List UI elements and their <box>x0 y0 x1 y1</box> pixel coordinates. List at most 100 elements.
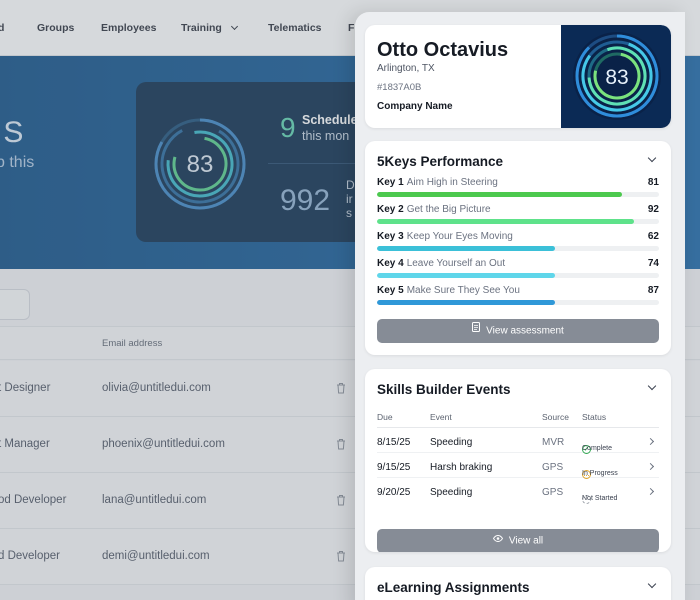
event-name: Harsh braking <box>430 462 493 473</box>
elearning-title: eLearning Assignments <box>377 580 530 595</box>
score-badge: 83 <box>561 25 671 128</box>
key-row: Key 3 Keep Your Eyes Moving 62 <box>377 231 659 253</box>
nav-item-groups[interactable]: Groups <box>37 22 75 34</box>
event-source: GPS <box>542 462 564 473</box>
document-icon <box>472 318 481 342</box>
event-row[interactable]: 9/20/25 Speeding GPS Not Started <box>377 481 659 504</box>
email-cell: olivia@untitledui.com <box>102 382 211 394</box>
due-header: Due <box>377 412 393 422</box>
role-cell: od Developer <box>0 494 67 506</box>
source-header: Source <box>542 412 569 422</box>
key-label: Key 5 <box>377 285 404 296</box>
chevron-right-icon[interactable] <box>646 487 655 496</box>
profile-score-value: 83 <box>605 66 628 89</box>
key-score: 92 <box>647 204 659 215</box>
view-all-button[interactable]: View all <box>377 529 659 552</box>
nav-item-training[interactable]: Training <box>181 22 238 34</box>
key-progress-track <box>377 300 659 305</box>
hero-subtitle: p this <box>0 154 35 171</box>
event-due: 9/20/25 <box>377 487 411 498</box>
trash-icon[interactable] <box>336 493 346 511</box>
key-row: Key 1 Aim High in Steering 81 <box>377 177 659 199</box>
view-assessment-label: View assessment <box>486 325 564 337</box>
key-description: Leave Yourself an Out <box>406 258 506 269</box>
skills-builder-events-card: Skills Builder Events Due Event Source S… <box>365 369 671 552</box>
key-label: Key 1 <box>377 177 404 188</box>
event-name: Speeding <box>430 487 473 498</box>
profile-card: Otto Octavius Arlington, TX #1837A0B Com… <box>365 25 671 128</box>
email-cell: demi@untitledui.com <box>102 550 210 562</box>
event-due: 8/15/25 <box>377 437 411 448</box>
trash-icon[interactable] <box>336 381 346 399</box>
nav-item-employees[interactable]: Employees <box>101 22 157 34</box>
second-stat-value: 992 <box>280 184 331 217</box>
second-stat-label-line2: ir <box>346 192 353 206</box>
key-progress-track <box>377 246 659 251</box>
driver-name: Otto Octavius <box>377 39 509 61</box>
key-row: Key 2 Get the Big Picture 92 <box>377 204 659 226</box>
key-progress-fill <box>377 246 555 251</box>
role-cell: t Manager <box>0 438 50 450</box>
nav-item-telematics[interactable]: Telematics <box>268 22 322 34</box>
event-due: 9/15/25 <box>377 462 411 473</box>
skills-title: Skills Builder Events <box>377 382 511 397</box>
email-cell: phoenix@untitledui.com <box>102 438 225 450</box>
nav-item-training-label: Training <box>181 22 222 34</box>
event-row[interactable]: 8/15/25 Speeding MVR ✓ Complete <box>377 431 659 454</box>
nav-item-partial-right[interactable]: F <box>348 22 355 34</box>
key-progress-track <box>377 273 659 278</box>
hero-score-value: 83 <box>187 151 214 178</box>
role-cell: t Designer <box>0 382 51 394</box>
key-progress-fill <box>377 273 555 278</box>
five-keys-performance-card: 5Keys Performance Key 1 Aim High in Steer… <box>365 141 671 355</box>
key-progress-fill <box>377 192 623 197</box>
trash-icon[interactable] <box>336 437 346 455</box>
key-label: Key 4 <box>377 258 404 269</box>
email-cell: lana@untitledui.com <box>102 494 207 506</box>
email-column-header: Email address <box>102 338 163 349</box>
hero-score-ring: 83 <box>152 116 248 217</box>
driver-detail-panel: Otto Octavius Arlington, TX #1837A0B Com… <box>355 12 685 600</box>
company-name: Company Name <box>377 101 453 112</box>
not-started-icon <box>582 495 591 504</box>
performance-title: 5Keys Performance <box>377 154 504 169</box>
key-progress-fill <box>377 219 634 224</box>
key-row: Key 4 Leave Yourself an Out 74 <box>377 258 659 280</box>
score-ring: 83 <box>573 32 661 120</box>
key-progress-track <box>377 192 659 197</box>
collapse-chevron-icon[interactable] <box>647 381 657 391</box>
event-header: Event <box>430 412 452 422</box>
role-cell: d Developer <box>0 550 61 562</box>
key-description: Aim High in Steering <box>406 177 498 188</box>
key-score: 87 <box>647 285 659 296</box>
key-label: Key 2 <box>377 204 404 215</box>
key-score: 81 <box>647 177 659 188</box>
event-name: Speeding <box>430 437 473 448</box>
in-progress-icon: … <box>582 470 591 479</box>
elearning-assignments-card: eLearning Assignments <box>365 567 671 600</box>
second-stat-label-line1: D <box>346 178 355 192</box>
events-table-header: Due Event Source Status <box>377 412 659 428</box>
trash-icon[interactable] <box>336 549 346 567</box>
check-circle-icon: ✓ <box>582 445 591 454</box>
status-label: Not Started <box>582 495 618 502</box>
scheduled-label: Schedule <box>302 113 358 127</box>
collapse-chevron-icon[interactable] <box>647 579 657 589</box>
key-description: Get the Big Picture <box>406 204 491 215</box>
collapse-chevron-icon[interactable] <box>647 153 657 163</box>
search-input[interactable] <box>0 289 30 320</box>
nav-item-partial[interactable]: d <box>0 22 5 34</box>
event-row[interactable]: 9/15/25 Harsh braking GPS … In Progress <box>377 456 659 479</box>
key-row: Key 5 Make Sure They See You 87 <box>377 285 659 307</box>
key-description: Keep Your Eyes Moving <box>406 231 513 242</box>
view-assessment-button[interactable]: View assessment <box>377 319 659 343</box>
view-all-label: View all <box>508 535 544 547</box>
key-description: Make Sure They See You <box>406 285 520 296</box>
second-stat-label: D ir s <box>346 178 355 220</box>
status-header: Status <box>582 412 607 422</box>
chevron-right-icon[interactable] <box>646 462 655 471</box>
event-source: MVR <box>542 437 565 448</box>
scheduled-count: 9 <box>280 112 296 143</box>
event-source: GPS <box>542 487 564 498</box>
chevron-right-icon[interactable] <box>646 437 655 446</box>
